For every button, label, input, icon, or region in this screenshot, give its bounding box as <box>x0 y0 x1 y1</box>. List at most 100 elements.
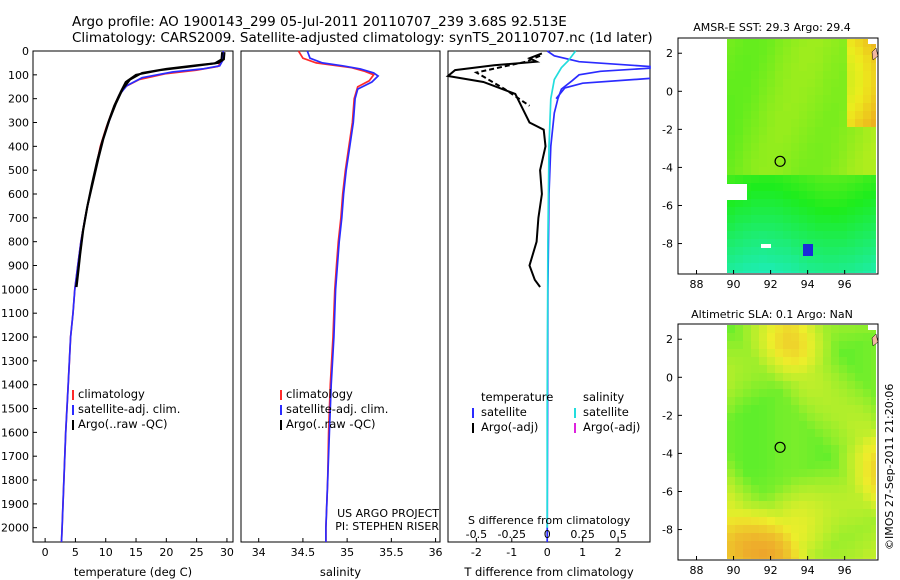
map-cell <box>863 413 871 421</box>
map-cell <box>799 469 807 477</box>
map-cell <box>871 381 876 389</box>
map-cell <box>863 175 871 183</box>
map-cell <box>791 47 799 55</box>
map-cell <box>735 143 743 151</box>
map-cell <box>783 485 791 493</box>
map-cell <box>855 63 863 71</box>
map-cell <box>815 549 823 557</box>
map-cell <box>855 55 863 63</box>
map-cell <box>783 549 791 557</box>
map-cell <box>847 103 855 111</box>
map-cell <box>847 485 855 493</box>
map-cell <box>799 215 807 223</box>
map-cell <box>823 517 831 525</box>
map-cell <box>767 47 775 55</box>
map-cell <box>727 517 735 525</box>
map-cell <box>855 429 863 437</box>
map-cell <box>815 151 823 159</box>
map-cell <box>751 79 759 87</box>
map-cell <box>831 557 839 559</box>
map-cell <box>727 95 735 103</box>
map-cell <box>791 143 799 151</box>
map-cell <box>759 127 767 135</box>
map-cell <box>791 151 799 159</box>
map-cell <box>775 437 783 445</box>
map-cell <box>807 373 815 381</box>
map-cell <box>799 95 807 103</box>
map-cell <box>791 183 799 191</box>
map-cell <box>751 469 759 477</box>
map-cell <box>831 381 839 389</box>
map-cell <box>727 469 735 477</box>
map-cell <box>767 263 775 271</box>
map-cell <box>775 239 783 247</box>
map-cell <box>759 333 767 341</box>
map-cell <box>775 79 783 87</box>
map-cell <box>823 453 831 461</box>
map-cell <box>871 127 876 135</box>
map-cell <box>775 55 783 63</box>
map-cell <box>855 509 863 517</box>
map-cell <box>855 271 863 273</box>
map-cell <box>855 437 863 445</box>
map-cell <box>855 191 863 199</box>
map-cell <box>727 215 735 223</box>
map-cell <box>799 199 807 207</box>
map-cell <box>855 397 863 405</box>
map-cell <box>871 541 876 549</box>
map-cell <box>815 71 823 79</box>
map-cell <box>727 357 735 365</box>
map-cell <box>823 421 831 429</box>
map-cell <box>855 263 863 271</box>
map-cell <box>727 167 735 175</box>
map-cell <box>839 357 847 365</box>
map-cell <box>751 183 759 191</box>
map-cell <box>767 135 775 143</box>
map-cell <box>831 71 839 79</box>
land-icon <box>871 333 879 347</box>
map-cell <box>863 207 871 215</box>
map-cell <box>847 533 855 541</box>
salinity-xlabel: salinity <box>320 565 361 579</box>
map-cell <box>751 199 759 207</box>
map-cell <box>743 255 751 263</box>
map-ytick-label: -6 <box>662 485 673 498</box>
map-cell <box>751 175 759 183</box>
map-cell <box>751 461 759 469</box>
map-cell <box>839 469 847 477</box>
map-cell <box>855 143 863 151</box>
map-cell <box>855 239 863 247</box>
map-cell <box>847 461 855 469</box>
map-cell <box>855 445 863 453</box>
depth-tick-label: 100 <box>8 69 29 82</box>
map-ytick-label: 2 <box>666 47 673 60</box>
map-cell <box>839 175 847 183</box>
map-cell <box>855 341 863 349</box>
map-cell <box>863 365 871 373</box>
map-cell <box>743 127 751 135</box>
map-cell <box>815 63 823 71</box>
map-cell <box>775 199 783 207</box>
map-cell <box>831 413 839 421</box>
map-cell <box>759 199 767 207</box>
temperature-xtick-label: 5 <box>72 546 79 559</box>
map-cell <box>791 525 799 533</box>
map-cell <box>855 215 863 223</box>
map-cell <box>751 445 759 453</box>
map-cell <box>743 167 751 175</box>
map-cell <box>823 557 831 559</box>
map-cell <box>783 159 791 167</box>
map-cell <box>783 381 791 389</box>
map-cell <box>759 167 767 175</box>
map-cell <box>767 239 775 247</box>
map-cell <box>839 365 847 373</box>
map-cell <box>847 397 855 405</box>
map-cell <box>799 501 807 509</box>
map-cell <box>863 151 871 159</box>
map-cell <box>823 95 831 103</box>
map-cell <box>735 263 743 271</box>
map-cell <box>871 79 876 87</box>
map-cell <box>839 263 847 271</box>
map-cell <box>735 381 743 389</box>
map-cell <box>815 39 823 47</box>
